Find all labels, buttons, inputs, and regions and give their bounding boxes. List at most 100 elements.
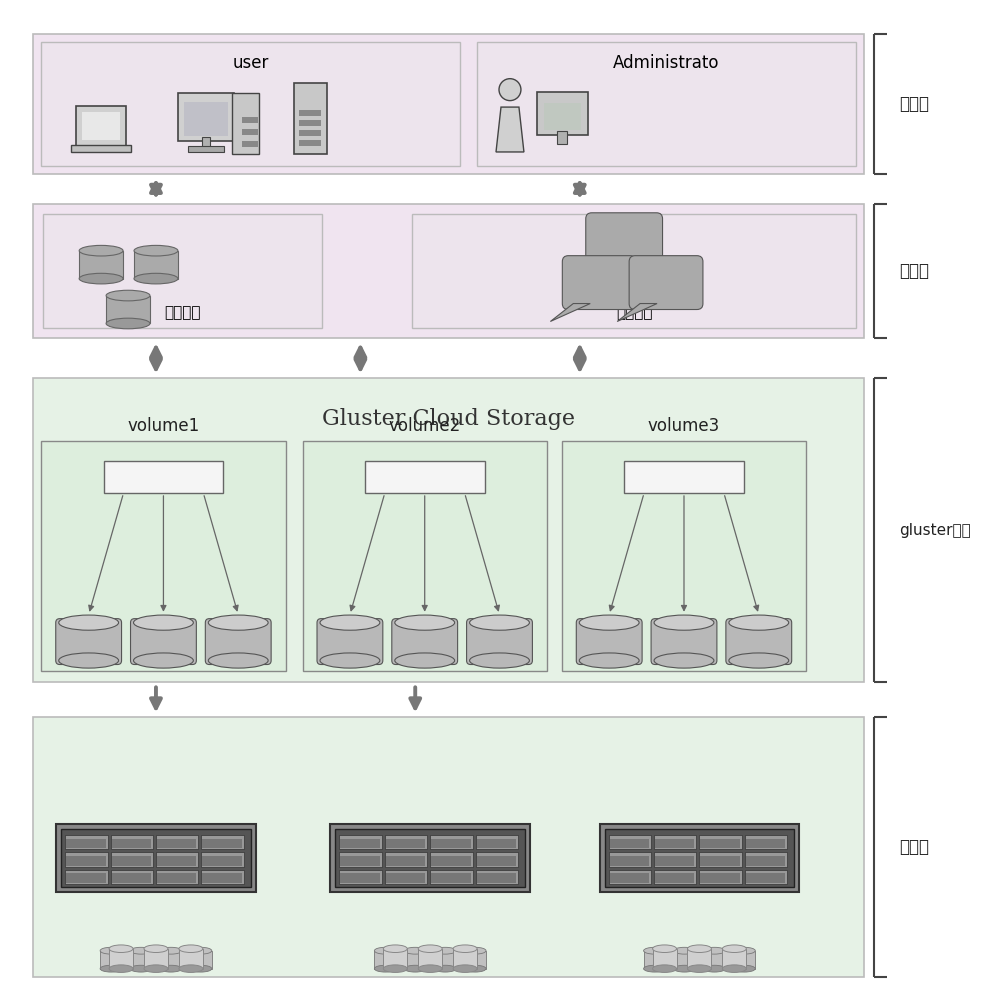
- Ellipse shape: [653, 965, 677, 972]
- Ellipse shape: [464, 965, 486, 972]
- FancyBboxPatch shape: [71, 145, 131, 152]
- Ellipse shape: [654, 653, 714, 668]
- Ellipse shape: [100, 965, 122, 972]
- FancyBboxPatch shape: [477, 42, 856, 166]
- Ellipse shape: [130, 947, 152, 954]
- Ellipse shape: [703, 947, 725, 954]
- FancyBboxPatch shape: [562, 256, 636, 309]
- FancyBboxPatch shape: [477, 857, 516, 865]
- Ellipse shape: [134, 653, 193, 668]
- FancyBboxPatch shape: [431, 839, 471, 849]
- Ellipse shape: [579, 616, 639, 630]
- FancyBboxPatch shape: [66, 857, 106, 865]
- FancyBboxPatch shape: [41, 42, 460, 166]
- FancyBboxPatch shape: [156, 869, 198, 884]
- FancyBboxPatch shape: [66, 873, 106, 883]
- Ellipse shape: [453, 965, 477, 972]
- FancyBboxPatch shape: [202, 857, 242, 865]
- FancyBboxPatch shape: [655, 873, 694, 883]
- Ellipse shape: [453, 945, 477, 952]
- FancyBboxPatch shape: [385, 869, 427, 884]
- FancyBboxPatch shape: [674, 950, 695, 968]
- FancyBboxPatch shape: [609, 835, 651, 850]
- FancyBboxPatch shape: [624, 461, 744, 493]
- FancyBboxPatch shape: [629, 256, 703, 309]
- Ellipse shape: [59, 616, 119, 630]
- Polygon shape: [617, 303, 657, 321]
- Ellipse shape: [320, 616, 380, 630]
- FancyBboxPatch shape: [654, 869, 696, 884]
- FancyBboxPatch shape: [340, 839, 380, 849]
- FancyBboxPatch shape: [111, 853, 153, 866]
- FancyBboxPatch shape: [654, 835, 696, 850]
- Text: brick
2: brick 2: [414, 632, 436, 651]
- FancyBboxPatch shape: [434, 950, 456, 968]
- FancyBboxPatch shape: [431, 857, 471, 865]
- Ellipse shape: [395, 616, 455, 630]
- Ellipse shape: [464, 947, 486, 954]
- FancyBboxPatch shape: [339, 869, 382, 884]
- Ellipse shape: [134, 616, 193, 630]
- Text: 服务端: 服务端: [899, 262, 929, 281]
- FancyBboxPatch shape: [655, 839, 694, 849]
- FancyBboxPatch shape: [33, 717, 864, 977]
- FancyBboxPatch shape: [700, 839, 740, 849]
- FancyBboxPatch shape: [365, 461, 485, 493]
- FancyBboxPatch shape: [746, 873, 785, 883]
- Ellipse shape: [404, 965, 426, 972]
- FancyBboxPatch shape: [477, 873, 516, 883]
- Ellipse shape: [144, 945, 168, 952]
- FancyBboxPatch shape: [576, 618, 642, 665]
- FancyBboxPatch shape: [746, 857, 785, 865]
- FancyBboxPatch shape: [111, 869, 153, 884]
- FancyBboxPatch shape: [335, 829, 525, 887]
- Text: glusterd: glusterd: [136, 470, 191, 483]
- FancyBboxPatch shape: [464, 950, 486, 968]
- Polygon shape: [574, 261, 614, 279]
- Text: glusterd: glusterd: [397, 470, 452, 483]
- Ellipse shape: [374, 965, 396, 972]
- FancyBboxPatch shape: [745, 869, 787, 884]
- Ellipse shape: [130, 965, 152, 972]
- FancyBboxPatch shape: [476, 853, 518, 866]
- FancyBboxPatch shape: [156, 835, 198, 850]
- Ellipse shape: [179, 965, 203, 972]
- FancyBboxPatch shape: [131, 618, 196, 665]
- Text: Gluster Cloud Storage: Gluster Cloud Storage: [322, 408, 575, 430]
- Ellipse shape: [160, 965, 182, 972]
- Ellipse shape: [404, 947, 426, 954]
- FancyBboxPatch shape: [299, 121, 321, 126]
- Ellipse shape: [579, 653, 639, 668]
- Ellipse shape: [722, 965, 746, 972]
- Ellipse shape: [395, 653, 455, 668]
- Text: volume3: volume3: [648, 417, 720, 435]
- FancyBboxPatch shape: [184, 103, 228, 136]
- FancyBboxPatch shape: [112, 857, 151, 865]
- FancyBboxPatch shape: [56, 618, 122, 665]
- Ellipse shape: [79, 274, 123, 284]
- FancyBboxPatch shape: [386, 873, 425, 883]
- FancyBboxPatch shape: [477, 839, 516, 849]
- Ellipse shape: [190, 965, 212, 972]
- FancyBboxPatch shape: [134, 251, 178, 279]
- FancyBboxPatch shape: [294, 83, 327, 154]
- FancyBboxPatch shape: [179, 948, 203, 968]
- FancyBboxPatch shape: [340, 857, 380, 865]
- Ellipse shape: [106, 318, 150, 329]
- FancyBboxPatch shape: [600, 824, 799, 892]
- Ellipse shape: [160, 947, 182, 954]
- Text: brick
3: brick 3: [748, 632, 770, 651]
- Ellipse shape: [100, 947, 122, 954]
- Ellipse shape: [733, 947, 755, 954]
- FancyBboxPatch shape: [339, 853, 382, 866]
- FancyBboxPatch shape: [431, 873, 471, 883]
- Text: 物理层: 物理层: [899, 838, 929, 856]
- Ellipse shape: [374, 947, 396, 954]
- FancyBboxPatch shape: [586, 212, 663, 267]
- FancyBboxPatch shape: [746, 839, 785, 849]
- Ellipse shape: [470, 616, 529, 630]
- FancyBboxPatch shape: [610, 839, 649, 849]
- FancyBboxPatch shape: [144, 948, 168, 968]
- FancyBboxPatch shape: [157, 857, 196, 865]
- Ellipse shape: [644, 965, 666, 972]
